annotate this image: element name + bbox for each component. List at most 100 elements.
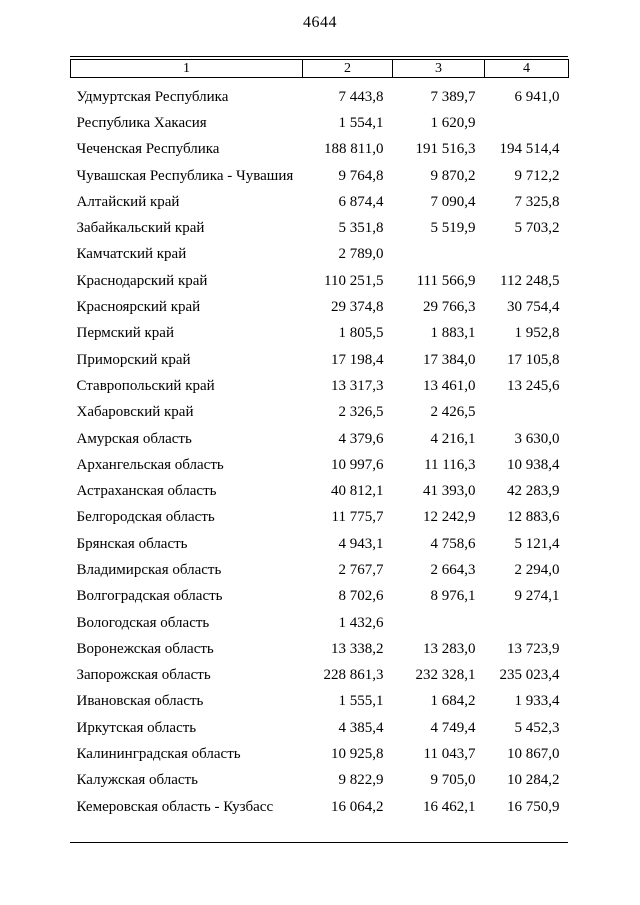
value-cell: 7 325,8 — [514, 193, 560, 210]
table-row: Камчатский край 2 789,0 — [71, 242, 569, 268]
region-name-cell: Камчатский край — [76, 246, 187, 263]
value-cell: 8 976,1 — [430, 588, 476, 605]
value-cell: 2 664,3 — [430, 561, 476, 578]
table-body: Удмуртская Республика 7 443,8 7 389,7 6 941… — [71, 78, 569, 821]
page-number: 4644 — [303, 14, 337, 31]
table-row: Белгородская область 11 775,7 12 242,9 12 8… — [71, 505, 569, 531]
table-row: Республика Хакасия 1 554,1 1 620,9 — [71, 110, 569, 136]
region-name-cell: Республика Хакасия — [76, 114, 207, 131]
region-name-cell: Воронежская область — [76, 640, 214, 657]
table-row: Вологодская область 1 432,6 — [71, 610, 569, 636]
table-row: Чеченская Республика 188 811,0 191 516,3 19… — [71, 137, 569, 163]
value-cell: 2 294,0 — [514, 561, 560, 578]
value-cell: 17 105,8 — [507, 351, 560, 368]
value-cell: 1 933,4 — [514, 693, 560, 710]
value-cell: 9 764,8 — [338, 167, 384, 184]
table-row: Иркутская область 4 385,4 4 749,4 5 452,3 — [71, 715, 569, 741]
table-header: 1 2 3 4 — [70, 59, 569, 78]
value-cell: 6 874,4 — [338, 193, 384, 210]
value-cell: 6 941,0 — [514, 88, 560, 105]
table-row: Приморский край 17 198,4 17 384,0 17 105,8 — [71, 347, 569, 373]
value-cell: 9 705,0 — [430, 772, 476, 789]
region-name-cell: Иркутская область — [76, 719, 197, 736]
value-cell: 111 566,9 — [416, 272, 476, 289]
value-cell: 16 064,2 — [331, 798, 384, 815]
value-cell: 4 749,4 — [430, 719, 476, 736]
region-name-cell: Калининградская область — [76, 746, 241, 763]
table-row: Астраханская область 40 812,1 41 393,0 42 2… — [71, 478, 569, 504]
region-name-cell: Забайкальский край — [76, 220, 205, 237]
region-name-cell: Белгородская область — [76, 509, 215, 526]
table-row: Красноярский край 29 374,8 29 766,3 30 754,… — [71, 294, 569, 320]
region-name-cell: Приморский край — [76, 351, 191, 368]
value-cell: 2 789,0 — [338, 246, 384, 263]
table-row: Чувашская Республика - Чувашия 9 764,8 9 8… — [71, 163, 569, 189]
region-name-cell: Вологодская область — [76, 614, 210, 631]
table-row: Хабаровский край 2 326,5 2 426,5 — [71, 400, 569, 426]
regions-table-container: 1 2 3 4 Удмуртская Республика 7 443,8 7 38… — [70, 56, 569, 844]
table-row: Волгоградская область 8 702,6 8 976,1 9 274… — [71, 584, 569, 610]
table-row: Запорожская область 228 861,3 232 328,1 235… — [71, 663, 569, 689]
value-cell: 4 943,1 — [338, 535, 384, 552]
region-name-cell: Волгоградская область — [76, 588, 223, 605]
value-cell: 1 555,1 — [338, 693, 384, 710]
region-name-cell: Ивановская область — [76, 693, 204, 710]
value-cell: 16 462,1 — [423, 798, 476, 815]
region-name-cell: Запорожская область — [76, 667, 211, 684]
value-cell: 1 805,5 — [338, 325, 384, 342]
value-cell: 2 767,7 — [338, 561, 384, 578]
value-cell: 10 867,0 — [507, 746, 560, 763]
table-row: Забайкальский край 5 351,8 5 519,9 5 703,2 — [71, 215, 569, 241]
value-cell: 41 393,0 — [423, 483, 476, 500]
region-name-cell: Кемеровская область - Кузбасс — [76, 798, 274, 815]
value-cell: 29 374,8 — [331, 299, 384, 316]
region-name-cell: Пермский край — [76, 325, 174, 342]
table-row: Брянская область 4 943,1 4 758,6 5 121,4 — [71, 531, 569, 557]
table-row: Архангельская область 10 997,6 11 116,3 10 … — [71, 452, 569, 478]
value-cell: 10 997,6 — [331, 456, 384, 473]
value-cell: 11 116,3 — [424, 456, 476, 473]
value-cell: 3 630,0 — [514, 430, 560, 447]
value-cell: 4 385,4 — [338, 719, 384, 736]
value-cell: 13 317,3 — [331, 377, 384, 394]
value-cell: 5 351,8 — [338, 220, 384, 237]
region-name-cell: Ставропольский край — [76, 377, 215, 394]
region-name-cell: Архангельская область — [76, 456, 224, 473]
value-cell: 10 925,8 — [331, 746, 384, 763]
region-name-cell: Красноярский край — [76, 299, 201, 316]
value-cell — [485, 242, 569, 268]
table-row: Калининградская область 10 925,8 11 043,7 1… — [71, 741, 569, 767]
value-cell: 11 043,7 — [423, 746, 476, 763]
value-cell: 13 723,9 — [507, 640, 560, 657]
value-cell: 9 274,1 — [514, 588, 560, 605]
region-name-cell: Амурская область — [76, 430, 192, 447]
region-name-cell: Владимирская область — [76, 561, 222, 578]
region-name-cell: Хабаровский край — [76, 404, 194, 421]
table-row: Амурская область 4 379,6 4 216,1 3 630,0 — [71, 426, 569, 452]
value-cell: 188 811,0 — [324, 141, 384, 158]
value-cell: 8 702,6 — [338, 588, 384, 605]
region-name-cell: Алтайский край — [76, 193, 180, 210]
region-name-cell: Чувашская Республика - Чувашия — [76, 167, 294, 184]
value-cell: 7 443,8 — [338, 88, 384, 105]
value-cell: 9 822,9 — [338, 772, 384, 789]
regions-data-table: 1 2 3 4 Удмуртская Республика 7 443,8 7 38… — [70, 59, 569, 820]
header-cell-4: 4 — [484, 59, 569, 78]
value-cell: 110 251,5 — [324, 272, 384, 289]
value-cell: 191 516,3 — [415, 141, 476, 158]
value-cell: 4 216,1 — [430, 430, 476, 447]
value-cell: 235 023,4 — [499, 667, 560, 684]
value-cell: 7 090,4 — [430, 193, 476, 210]
table-row: Ставропольский край 13 317,3 13 461,0 13 24… — [71, 373, 569, 399]
value-cell: 1 620,9 — [430, 114, 476, 131]
table-row: Пермский край 1 805,5 1 883,1 1 952,8 — [71, 321, 569, 347]
region-name-cell: Краснодарский край — [76, 272, 208, 289]
table-header-row: 1 2 3 4 — [70, 59, 569, 78]
value-cell: 1 952,8 — [514, 325, 560, 342]
value-cell: 112 248,5 — [500, 272, 560, 289]
value-cell: 1 883,1 — [430, 325, 476, 342]
value-cell: 4 379,6 — [338, 430, 384, 447]
table-row: Кемеровская область - Кузбасс 16 064,2 16 … — [71, 794, 569, 820]
header-cell-2: 2 — [302, 59, 393, 78]
value-cell: 11 775,7 — [331, 509, 384, 526]
